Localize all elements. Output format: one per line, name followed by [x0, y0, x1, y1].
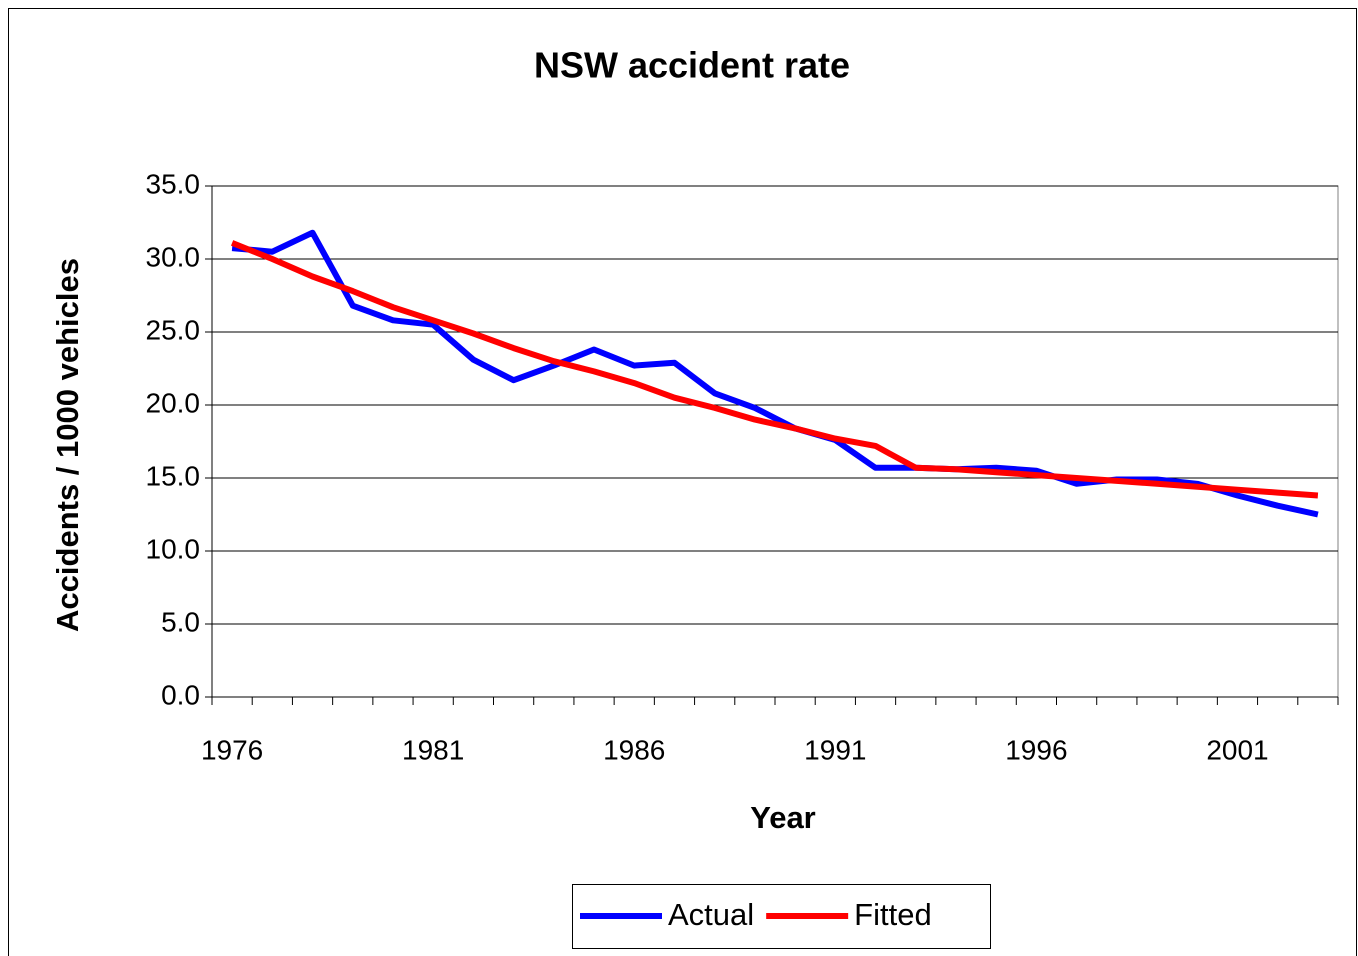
y-tick-label: 35.0: [146, 168, 201, 199]
x-tick-label: 1996: [1005, 734, 1067, 765]
y-tick-label: 30.0: [146, 241, 201, 272]
y-tick-label: 5.0: [161, 606, 200, 637]
x-tick-label: 1976: [201, 734, 263, 765]
x-axis-label: Year: [750, 800, 816, 835]
x-tick-label: 1986: [603, 734, 665, 765]
y-tick-label: 20.0: [146, 387, 201, 418]
chart-title: NSW accident rate: [534, 45, 850, 86]
plot-area: [211, 185, 1339, 698]
y-axis-label: Accidents / 1000 vehicles: [50, 258, 85, 632]
x-tick-label: 1981: [402, 734, 464, 765]
y-tick-label: 25.0: [146, 314, 201, 345]
legend-label: Fitted: [854, 897, 932, 932]
y-tick-label: 15.0: [146, 460, 201, 491]
x-tick-label: 2001: [1206, 734, 1268, 765]
x-tick-label: 1991: [804, 734, 866, 765]
legend-label: Actual: [668, 897, 754, 932]
y-tick-label: 0.0: [161, 679, 200, 710]
y-tick-label: 10.0: [146, 533, 201, 564]
series-line: [230, 240, 1319, 499]
